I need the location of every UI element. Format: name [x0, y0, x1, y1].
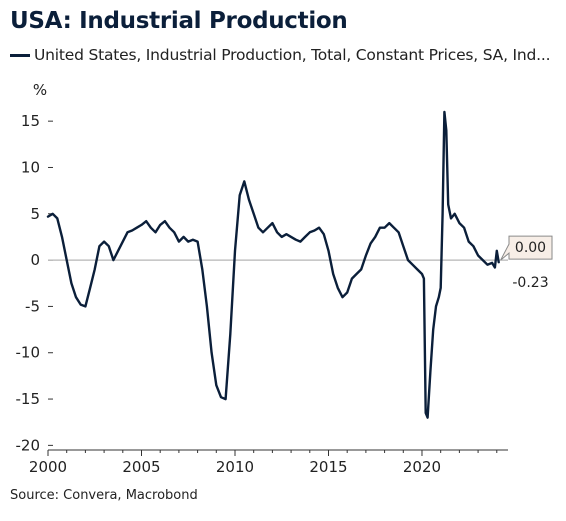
y-tick-label: -20 [16, 436, 41, 454]
legend-line-swatch [10, 53, 30, 57]
chart-title: USA: Industrial Production [10, 8, 348, 34]
series-line-0 [46, 110, 500, 419]
y-tick-label: 10 [21, 158, 40, 176]
x-tick-label: 2020 [403, 458, 441, 476]
y-axis-unit-label: % [33, 81, 47, 99]
latest-value-label: -0.23 [512, 275, 548, 291]
annotations: 0.00 -0.23 [500, 235, 553, 291]
legend: United States, Industrial Production, To… [10, 46, 551, 64]
plot-area [46, 110, 500, 419]
y-tick-label: 15 [21, 112, 40, 130]
y-tick-label: 0 [30, 251, 40, 269]
y-tick-label: -10 [16, 344, 41, 362]
y-tick-label: -5 [25, 297, 40, 315]
value-callout-box [500, 235, 553, 261]
x-tick-label: 2015 [309, 458, 347, 476]
legend-series-label: United States, Industrial Production, To… [34, 46, 551, 64]
axes: % 15 10 5 0 -5 -10 -15 -20 2000 2005 2010 2015 2020 [16, 81, 508, 476]
x-tick-label: 2000 [29, 458, 67, 476]
x-tick-label: 2010 [216, 458, 254, 476]
source-note: Source: Convera, Macrobond [10, 488, 198, 503]
y-tick-label: -15 [16, 390, 41, 408]
x-tick-label: 2005 [122, 458, 160, 476]
y-tick-label: 5 [30, 205, 40, 223]
callout-value-label: 0.00 [515, 240, 546, 256]
